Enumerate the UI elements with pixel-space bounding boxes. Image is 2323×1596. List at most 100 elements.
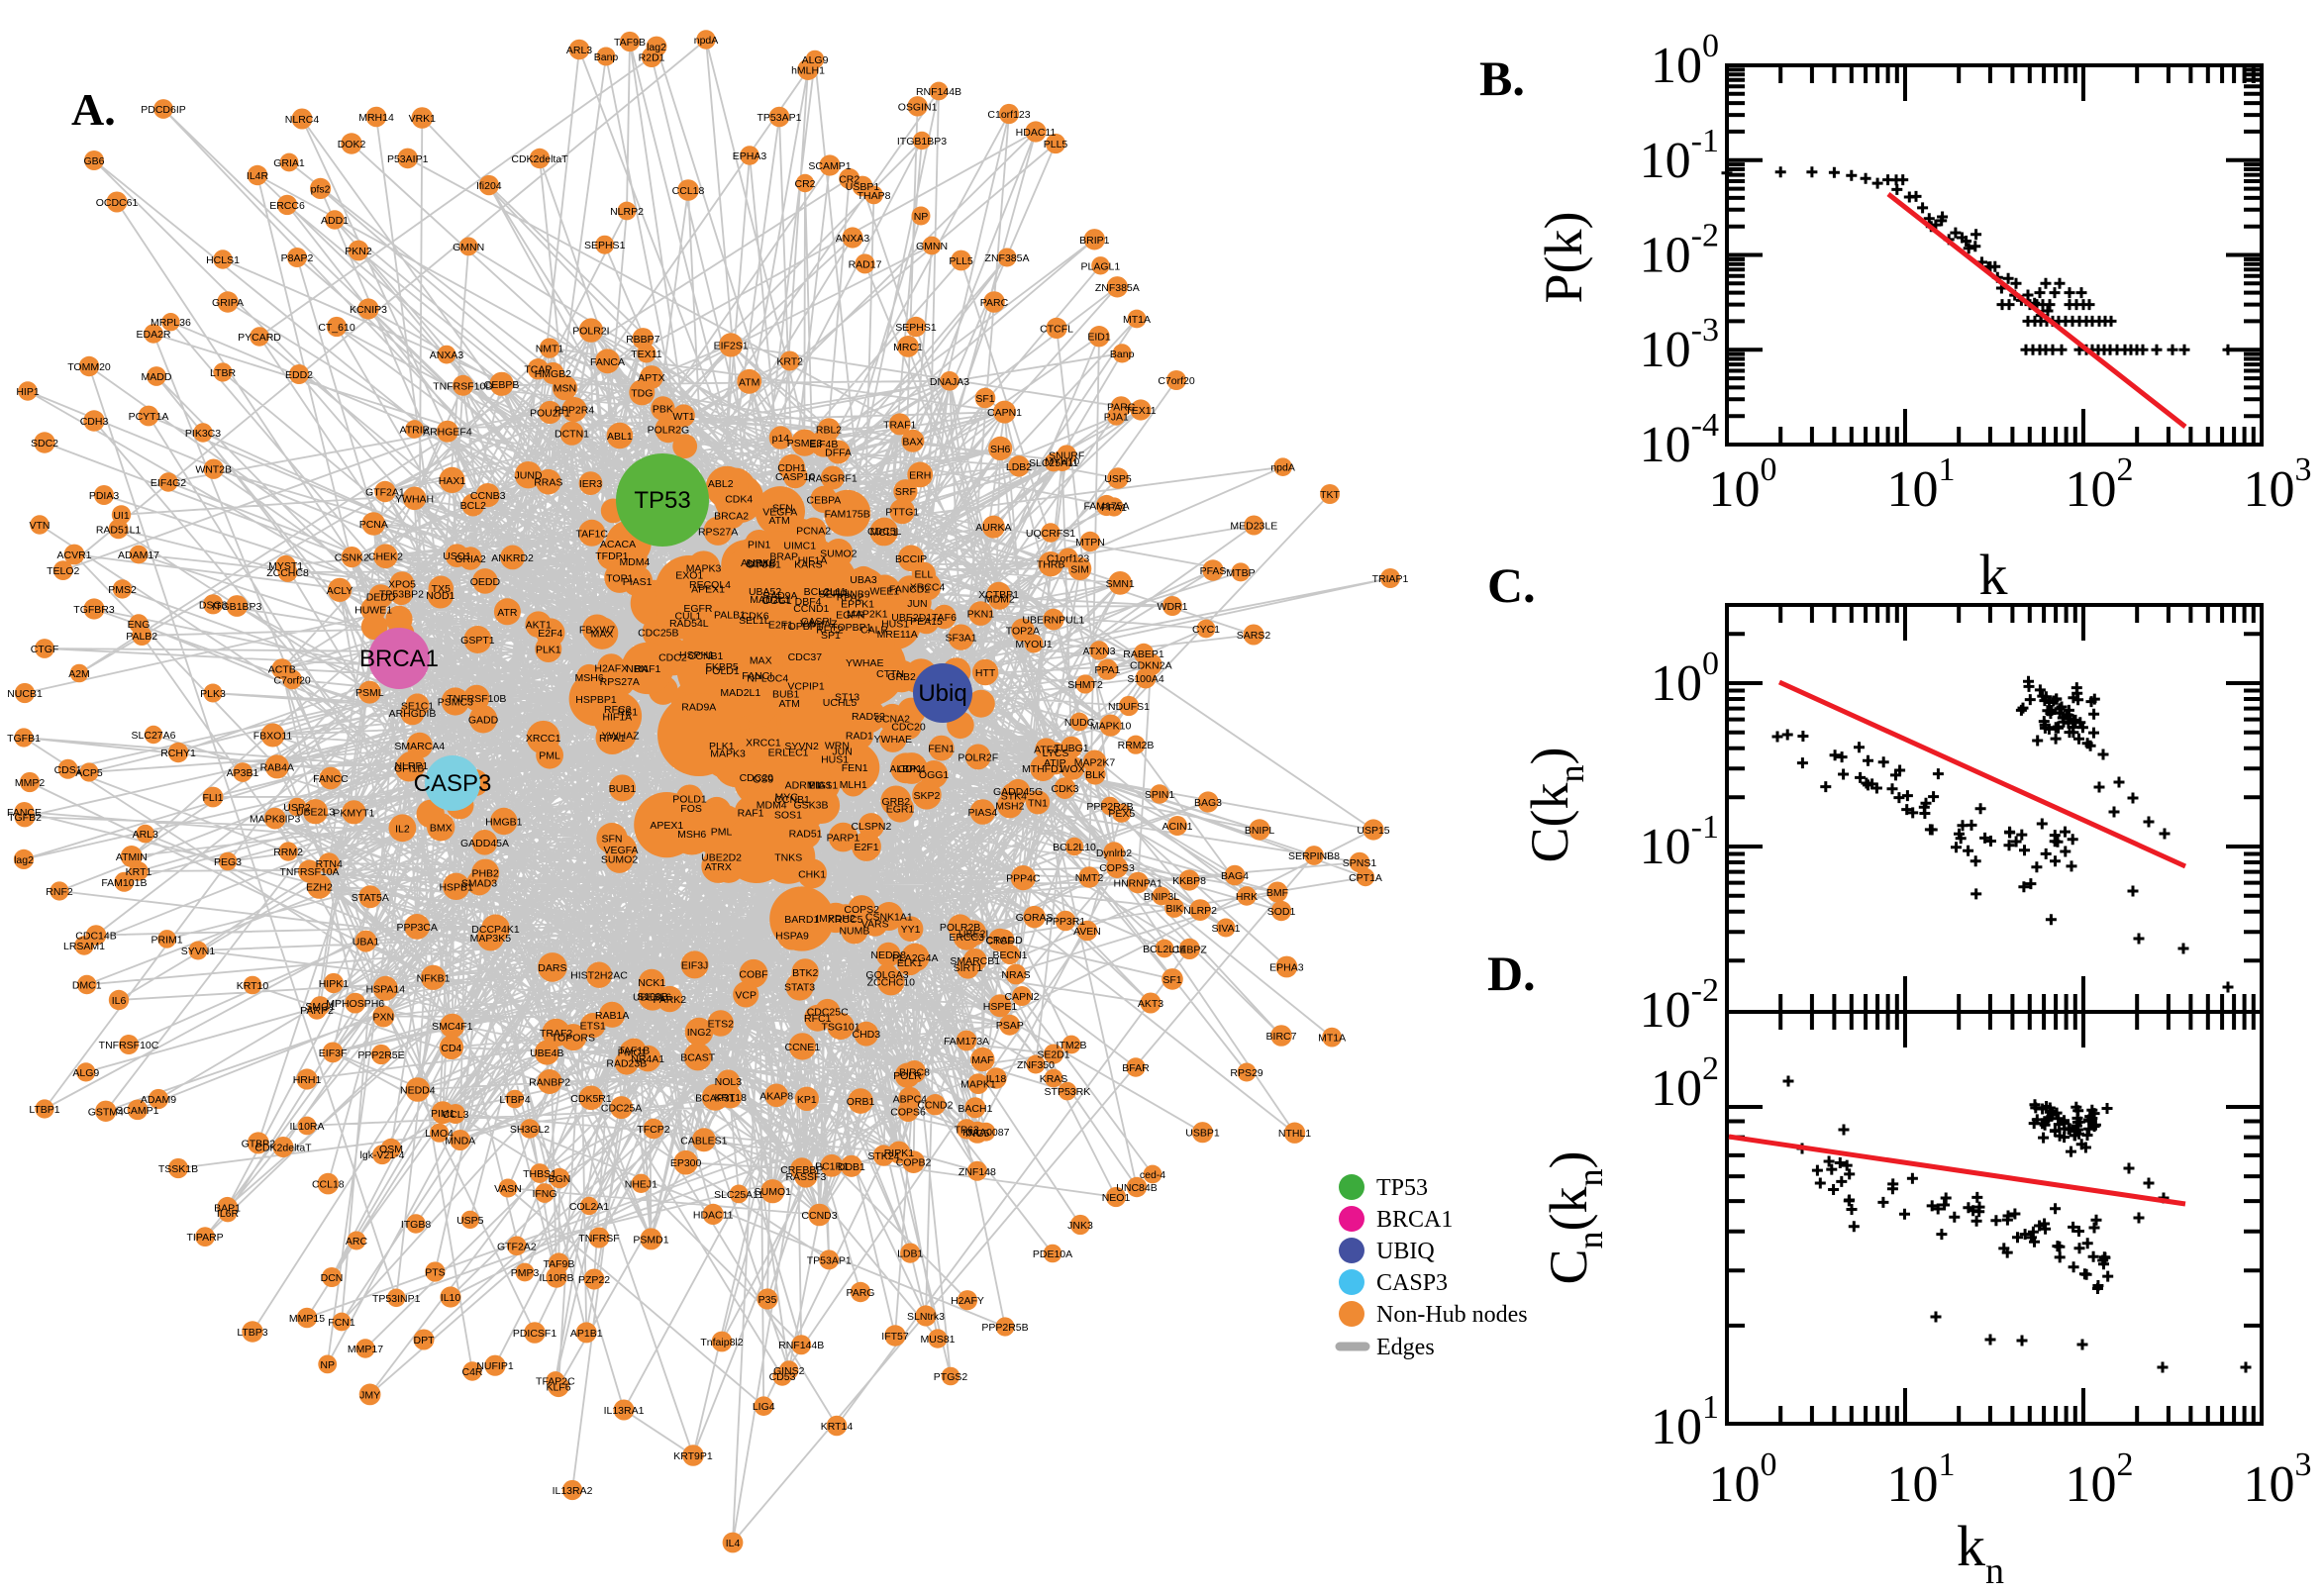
svg-text:TFAP2C: TFAP2C bbox=[536, 1376, 575, 1388]
svg-text:C1orf123: C1orf123 bbox=[987, 109, 1030, 121]
svg-text:E2F1: E2F1 bbox=[854, 842, 878, 853]
svg-text:SIM: SIM bbox=[1070, 563, 1089, 575]
svg-text:FEN1: FEN1 bbox=[842, 762, 868, 774]
svg-text:VRK1: VRK1 bbox=[409, 113, 437, 125]
svg-text:CTCFL: CTCFL bbox=[1040, 323, 1073, 335]
svg-text:RBL2: RBL2 bbox=[816, 425, 842, 437]
svg-text:RBBP7: RBBP7 bbox=[626, 334, 660, 346]
svg-text:PHB2: PHB2 bbox=[471, 868, 499, 880]
svg-text:CCNE1: CCNE1 bbox=[785, 1042, 821, 1053]
svg-text:ALG9: ALG9 bbox=[72, 1067, 99, 1079]
svg-text:MTHFD1: MTHFD1 bbox=[1022, 763, 1064, 775]
svg-text:NUMB: NUMB bbox=[839, 926, 869, 938]
svg-text:THRB: THRB bbox=[1037, 559, 1065, 571]
svg-text:H2AFY: H2AFY bbox=[951, 1295, 984, 1307]
svg-text:BMF: BMF bbox=[1266, 887, 1288, 899]
svg-text:PTGS2: PTGS2 bbox=[934, 1371, 968, 1383]
svg-text:DCCP4K1: DCCP4K1 bbox=[471, 924, 520, 936]
svg-text:A.: A. bbox=[71, 84, 116, 135]
svg-text:TP53AP1: TP53AP1 bbox=[758, 112, 802, 124]
svg-text:R2D1: R2D1 bbox=[639, 52, 665, 64]
svg-text:SARS2: SARS2 bbox=[1237, 630, 1271, 642]
svg-text:IMPDH2: IMPDH2 bbox=[816, 913, 856, 925]
svg-text:PSMC3: PSMC3 bbox=[438, 697, 473, 709]
svg-text:USBP1: USBP1 bbox=[1185, 1128, 1220, 1140]
svg-text:XRCC4: XRCC4 bbox=[910, 581, 946, 593]
svg-text:UQCRFS1: UQCRFS1 bbox=[1026, 528, 1075, 540]
svg-text:PDIA3: PDIA3 bbox=[89, 490, 120, 502]
svg-text:TRAF1: TRAF1 bbox=[883, 419, 916, 431]
svg-text:ADRM1: ADRM1 bbox=[785, 779, 822, 791]
svg-text:RPA1: RPA1 bbox=[599, 733, 626, 745]
svg-text:DDB1: DDB1 bbox=[838, 1161, 865, 1173]
svg-text:KP1: KP1 bbox=[797, 1094, 817, 1106]
svg-text:CDC20: CDC20 bbox=[740, 772, 774, 784]
svg-text:CTGF: CTGF bbox=[31, 644, 59, 655]
svg-text:AURKB: AURKB bbox=[741, 557, 776, 569]
svg-text:JNK3: JNK3 bbox=[1067, 1220, 1093, 1232]
svg-text:PML: PML bbox=[539, 750, 560, 762]
svg-text:Banp: Banp bbox=[594, 51, 619, 63]
svg-text:MYH10: MYH10 bbox=[1045, 455, 1079, 467]
svg-text:AP1B1: AP1B1 bbox=[570, 1328, 603, 1340]
svg-text:BLM: BLM bbox=[746, 557, 767, 569]
svg-text:ATIP: ATIP bbox=[1044, 757, 1066, 769]
svg-text:STK24: STK24 bbox=[867, 1150, 899, 1162]
svg-text:CCL3: CCL3 bbox=[443, 1109, 469, 1121]
svg-text:BCL2L14: BCL2L14 bbox=[1143, 944, 1186, 955]
svg-text:CASP10: CASP10 bbox=[775, 471, 815, 483]
svg-text:YWHAH: YWHAH bbox=[395, 493, 434, 505]
svg-text:ERCC6: ERCC6 bbox=[269, 200, 305, 212]
svg-text:POLR2G: POLR2G bbox=[648, 425, 690, 437]
svg-text:UIMC1: UIMC1 bbox=[783, 541, 816, 552]
svg-text:SF1: SF1 bbox=[1162, 974, 1181, 986]
svg-text:BIRC8: BIRC8 bbox=[899, 1067, 930, 1079]
svg-text:PKMYT1: PKMYT1 bbox=[333, 807, 374, 819]
svg-text:E2F1: E2F1 bbox=[768, 620, 793, 632]
svg-text:H2AFX: H2AFX bbox=[594, 662, 628, 674]
svg-text:TDG: TDG bbox=[631, 387, 653, 399]
svg-text:SYVN1: SYVN1 bbox=[181, 946, 216, 957]
svg-text:ADAM9: ADAM9 bbox=[141, 1094, 176, 1106]
svg-text:HSPE1: HSPE1 bbox=[983, 1001, 1018, 1013]
svg-text:TAF9B: TAF9B bbox=[614, 37, 646, 49]
svg-text:RASGRF1: RASGRF1 bbox=[808, 473, 858, 485]
svg-text:A2M: A2M bbox=[68, 668, 90, 680]
svg-text:KRT2: KRT2 bbox=[776, 356, 803, 368]
svg-text:GORAS: GORAS bbox=[1016, 912, 1054, 924]
svg-text:CUL1: CUL1 bbox=[823, 587, 850, 599]
svg-text:MRC1: MRC1 bbox=[893, 342, 923, 353]
svg-text:HDAC11: HDAC11 bbox=[693, 1209, 734, 1221]
svg-text:CCL18: CCL18 bbox=[312, 1179, 345, 1191]
svg-text:RFC2: RFC2 bbox=[604, 704, 632, 716]
svg-text:ALBP1: ALBP1 bbox=[889, 763, 922, 775]
svg-text:MAPK10: MAPK10 bbox=[1090, 721, 1132, 733]
svg-text:RCHY1: RCHY1 bbox=[160, 748, 196, 759]
svg-text:MT1A: MT1A bbox=[1318, 1033, 1346, 1045]
svg-text:TUBG1: TUBG1 bbox=[1055, 743, 1089, 754]
svg-text:PALB2: PALB2 bbox=[126, 631, 157, 643]
svg-text:CDC25B: CDC25B bbox=[638, 628, 678, 640]
svg-text:TCAP: TCAP bbox=[524, 364, 552, 376]
svg-text:PARP1: PARP1 bbox=[827, 833, 860, 845]
svg-text:TGFB1: TGFB1 bbox=[7, 733, 41, 745]
svg-text:IER3: IER3 bbox=[579, 478, 603, 490]
svg-text:FANCI: FANCI bbox=[742, 670, 772, 682]
svg-text:BUB1: BUB1 bbox=[772, 689, 800, 701]
svg-text:HSPA14: HSPA14 bbox=[366, 983, 406, 995]
svg-text:ST13: ST13 bbox=[835, 692, 859, 704]
svg-text:COPS3: COPS3 bbox=[1099, 862, 1135, 874]
svg-text:PLK3: PLK3 bbox=[200, 688, 226, 700]
svg-text:SLC25A11: SLC25A11 bbox=[714, 1189, 763, 1201]
svg-text:CCND3: CCND3 bbox=[801, 1210, 837, 1222]
svg-text:RRM2B: RRM2B bbox=[1118, 740, 1155, 751]
svg-text:SIRT1: SIRT1 bbox=[954, 962, 983, 974]
svg-text:JUN: JUN bbox=[832, 747, 852, 758]
svg-text:HSPBP1: HSPBP1 bbox=[575, 694, 617, 706]
svg-text:FOS: FOS bbox=[680, 803, 702, 815]
svg-text:ETS1: ETS1 bbox=[580, 1021, 606, 1033]
svg-text:ACP5: ACP5 bbox=[75, 767, 103, 779]
svg-text:KRT10: KRT10 bbox=[237, 980, 269, 992]
svg-text:ATF3: ATF3 bbox=[1034, 745, 1059, 756]
svg-text:ZNF148: ZNF148 bbox=[959, 1166, 996, 1178]
